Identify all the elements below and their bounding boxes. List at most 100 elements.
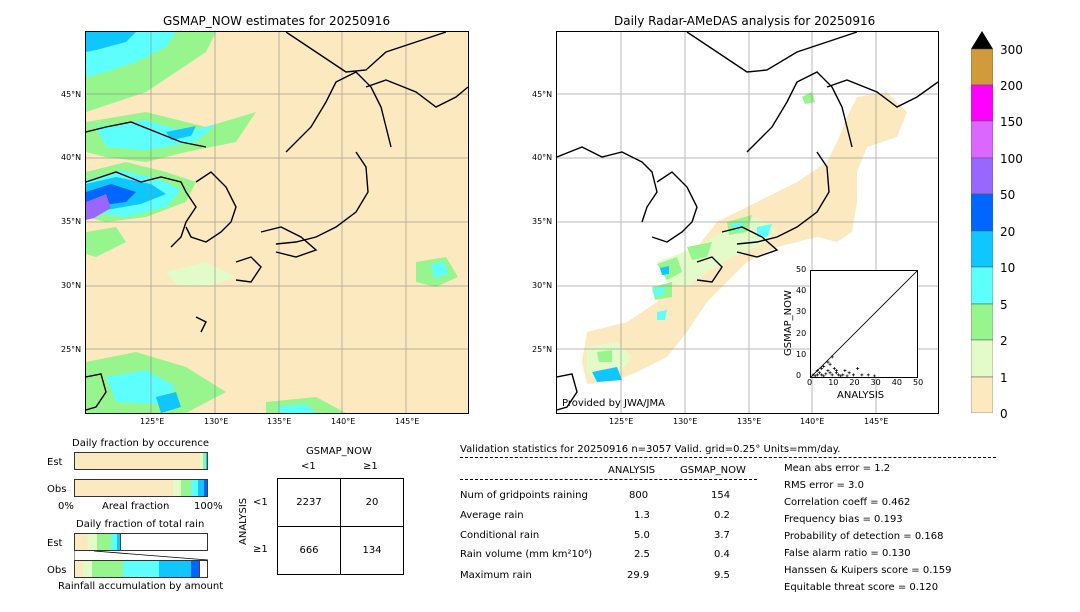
fraction-segment <box>122 561 161 577</box>
scatter-point <box>851 373 855 377</box>
right-lon-145: 145°E <box>864 417 889 426</box>
scatter-diagonal <box>811 271 917 377</box>
cb-5: 5 <box>1000 298 1008 312</box>
left-lon-130: 130°E <box>204 417 229 426</box>
scatter-ytick: 30 <box>796 307 807 317</box>
left-lon-145: 145°E <box>395 417 420 426</box>
rain-title: Daily fraction of total rain <box>76 519 205 530</box>
scatter-point <box>813 374 817 377</box>
val-col-rule <box>460 479 757 480</box>
scatter-point <box>830 373 834 377</box>
right-lat-40: 40°N <box>532 153 553 162</box>
fraction-segment <box>75 534 90 550</box>
val-row-g-3: 0.4 <box>714 549 730 560</box>
scatter-xtick: 20 <box>849 378 860 387</box>
fraction-segment <box>191 561 201 577</box>
scatter-point <box>822 374 826 377</box>
right-map-title: Daily Radar-AMeDAS analysis for 20250916 <box>614 14 876 28</box>
scatter-point <box>872 374 876 377</box>
scatter-xtick: 50 <box>913 378 924 387</box>
scatter-ytick: 50 <box>796 265 807 274</box>
right-lon-130: 130°E <box>673 417 698 426</box>
occ-bar-obs <box>74 479 208 497</box>
cb-2: 2 <box>1000 334 1008 348</box>
left-lon-135: 135°E <box>267 417 292 426</box>
val-row-a-0: 800 <box>629 490 649 501</box>
scatter-point <box>828 371 832 375</box>
left-lon-140: 140°E <box>331 417 356 426</box>
ct-row-ge1: ≥1 <box>253 544 268 555</box>
scatter-xtick: 10 <box>828 378 839 387</box>
scatter-point <box>815 373 819 377</box>
left-lon-125: 125°E <box>140 417 165 426</box>
right-lat-25: 25°N <box>532 345 553 354</box>
cb-1: 1 <box>1000 371 1008 385</box>
val-row-label-0: Num of gridpoints raining <box>460 490 588 501</box>
scatter-ylabel: GSMAP_NOW <box>783 290 794 356</box>
left-lat-25: 25°N <box>61 345 82 354</box>
occ-x-left: 0% <box>58 501 74 512</box>
occ-x-mid: Areal fraction <box>102 501 170 512</box>
fraction-segment <box>159 561 193 577</box>
right-lat-30: 30°N <box>532 281 553 290</box>
right-map-credit: Provided by JWA/JMA <box>562 398 665 409</box>
val-col-analysis: ANALYSIS <box>608 465 656 476</box>
scatter-point <box>856 367 860 371</box>
cb-150: 150 <box>1000 115 1023 129</box>
score-6: Hanssen & Kuipers score = 0.159 <box>784 565 952 576</box>
val-row-label-4: Maximum rain <box>460 570 532 581</box>
cb-10: 10 <box>1000 261 1016 275</box>
right-map: Provided by JWA/JMA <box>556 31 939 414</box>
val-row-a-4: 29.9 <box>627 570 650 581</box>
scatter-ytick: 0 <box>796 371 802 380</box>
right-lat-45: 45°N <box>532 90 553 99</box>
left-lat-40: 40°N <box>61 153 82 162</box>
ct-row-title: ANALYSIS <box>238 497 249 545</box>
ct-title: GSMAP_NOW <box>306 446 372 457</box>
scatter-point <box>841 373 845 377</box>
scatter-point <box>815 369 819 373</box>
left-lat-30: 30°N <box>61 281 82 290</box>
left-map <box>85 31 469 414</box>
scatter-point <box>826 369 830 373</box>
scatter-point <box>860 373 864 377</box>
val-row-a-1: 1.3 <box>634 510 650 521</box>
val-row-g-0: 154 <box>711 490 731 501</box>
scatter-point <box>834 369 838 373</box>
scatter-ytick: 10 <box>796 349 807 359</box>
scatter-point <box>822 364 826 368</box>
fraction-segment <box>92 561 124 577</box>
scatter-ytick: 40 <box>796 286 807 296</box>
left-lat-35: 35°N <box>61 217 82 226</box>
rain-xlabel: Rainfall accumulation by amount <box>58 581 224 592</box>
score-3: Frequency bias = 0.193 <box>784 514 903 525</box>
ct-cell-00: 2237 <box>277 478 341 527</box>
ct-cell-11: 134 <box>340 526 404 575</box>
right-lon-140: 140°E <box>800 417 825 426</box>
occ-x-right: 100% <box>194 501 223 512</box>
ct-col-ge1: ≥1 <box>363 461 378 472</box>
scatter-xtick: 30 <box>870 378 881 387</box>
scatter-point <box>826 360 830 364</box>
rain-bar-est <box>74 533 208 551</box>
scatter-xtick: 0 <box>807 378 813 387</box>
scatter-point <box>828 362 832 366</box>
scatter-inset <box>810 270 918 378</box>
cb-200: 200 <box>1000 79 1023 93</box>
occ-row-est: Est <box>47 457 63 468</box>
occ-row-obs: Obs <box>47 484 67 495</box>
scatter-point <box>820 367 824 371</box>
fraction-segment <box>206 453 208 469</box>
fraction-segment <box>117 534 121 550</box>
val-header: Validation statistics for 20250916 n=305… <box>460 444 841 455</box>
left-map-title: GSMAP_NOW estimates for 20250916 <box>163 14 391 28</box>
score-4: Probability of detection = 0.168 <box>784 531 944 542</box>
val-row-g-4: 9.5 <box>714 570 730 581</box>
val-row-a-2: 5.0 <box>634 530 650 541</box>
right-map-precip <box>557 32 938 413</box>
scatter-point <box>811 373 815 377</box>
val-col-gsmap: GSMAP_NOW <box>680 465 746 476</box>
scatter-point <box>843 369 847 373</box>
left-lat-45: 45°N <box>61 90 82 99</box>
ct-cell-01: 20 <box>340 478 404 527</box>
